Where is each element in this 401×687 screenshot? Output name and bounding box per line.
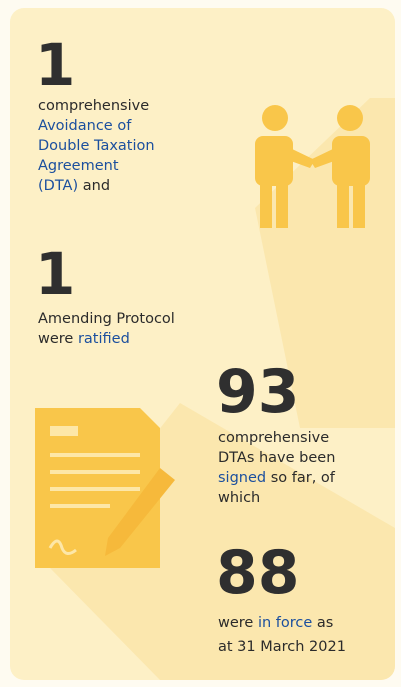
text: and <box>82 178 111 194</box>
text-line: at 31 March 2021 <box>218 639 346 655</box>
text: were <box>218 615 254 631</box>
highlight: Avoidance of <box>38 118 132 134</box>
big-number: 88 <box>216 538 300 608</box>
card <box>10 8 395 680</box>
highlight: in force <box>257 615 313 631</box>
document-icon <box>35 408 175 568</box>
handshake-icon <box>255 105 370 228</box>
text-line: were in force as <box>218 611 346 635</box>
text-line: which <box>218 490 261 506</box>
big-number: 1 <box>35 240 76 308</box>
highlight: ratified <box>77 331 130 347</box>
text-line: comprehensive <box>218 430 330 446</box>
text-line: Amending Protocol <box>38 311 175 327</box>
text-line: comprehensive <box>38 98 150 114</box>
big-number: 1 <box>35 31 76 99</box>
highlight: (DTA) <box>38 178 79 194</box>
text: so far, of <box>270 470 335 486</box>
highlight: Double Taxation <box>38 138 155 154</box>
text-line: (DTA) and <box>38 176 155 196</box>
text: were <box>38 331 74 347</box>
text-block: were in force as at 31 March 2021 <box>218 611 346 659</box>
text-line: were ratified <box>38 329 175 349</box>
text-line: DTAs have been <box>218 450 336 466</box>
text-block: Amending Protocol were ratified <box>38 309 175 349</box>
text-block: comprehensive Avoidance of Double Taxati… <box>38 96 155 196</box>
text-block: comprehensive DTAs have been signed so f… <box>218 428 335 508</box>
highlight: Agreement <box>38 158 119 174</box>
highlight: signed <box>218 470 267 486</box>
text-line: signed so far, of <box>218 468 335 488</box>
illustrations <box>35 98 395 680</box>
big-number: 93 <box>216 357 300 427</box>
text: as <box>316 615 334 631</box>
